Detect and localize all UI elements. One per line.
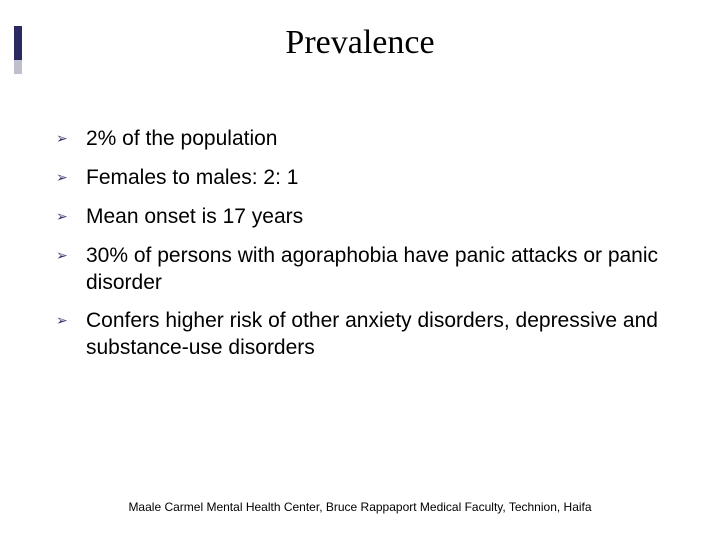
list-item: ➢ Mean onset is 17 years bbox=[56, 204, 680, 231]
slide-title: Prevalence bbox=[0, 24, 720, 62]
bullet-text: Females to males: 2: 1 bbox=[86, 165, 680, 192]
bullet-list: ➢ 2% of the population ➢ Females to male… bbox=[56, 126, 680, 374]
bullet-icon: ➢ bbox=[56, 126, 86, 148]
bullet-icon: ➢ bbox=[56, 308, 86, 330]
list-item: ➢ 30% of persons with agoraphobia have p… bbox=[56, 243, 680, 297]
bullet-icon: ➢ bbox=[56, 243, 86, 265]
slide-footer: Maale Carmel Mental Health Center, Bruce… bbox=[0, 500, 720, 514]
bullet-text: 30% of persons with agoraphobia have pan… bbox=[86, 243, 680, 297]
bullet-icon: ➢ bbox=[56, 204, 86, 226]
bullet-text: Confers higher risk of other anxiety dis… bbox=[86, 308, 680, 362]
bullet-text: 2% of the population bbox=[86, 126, 680, 153]
list-item: ➢ 2% of the population bbox=[56, 126, 680, 153]
bullet-icon: ➢ bbox=[56, 165, 86, 187]
list-item: ➢ Confers higher risk of other anxiety d… bbox=[56, 308, 680, 362]
bullet-text: Mean onset is 17 years bbox=[86, 204, 680, 231]
list-item: ➢ Females to males: 2: 1 bbox=[56, 165, 680, 192]
